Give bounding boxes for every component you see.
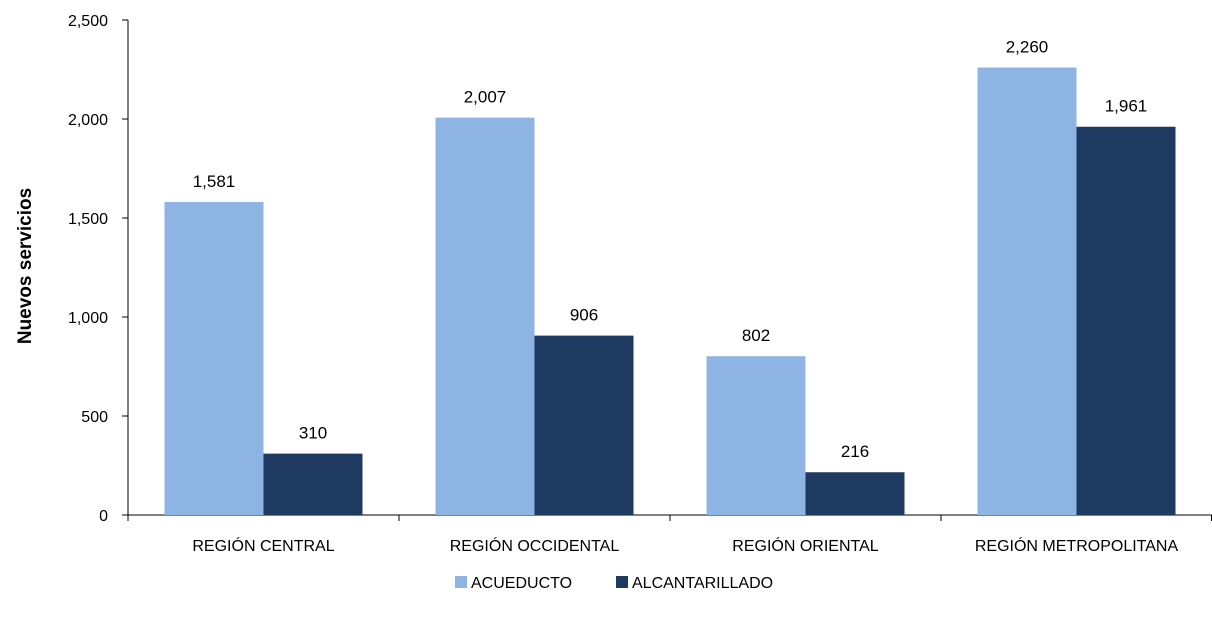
category-label: REGIÓN METROPOLITANA [975, 536, 1179, 555]
data-label: 2,007 [464, 88, 507, 107]
data-labels: 1,581 310 2,007 906 802 216 2,260 1,961 [193, 38, 1148, 462]
legend-label: ACUEDUCTO [471, 575, 572, 592]
legend: ACUEDUCTO ALCANTARILLADO [455, 575, 773, 592]
legend-swatch [616, 576, 628, 588]
y-tick-label: 1,000 [68, 310, 108, 327]
y-tick-label: 2,500 [68, 13, 108, 30]
category-label: REGIÓN ORIENTAL [732, 536, 878, 555]
y-axis-title: Nuevos servicios [15, 188, 36, 344]
y-axis: 0 500 1,000 1,500 2,000 2,500 [68, 13, 129, 525]
bar-acueducto [706, 356, 806, 515]
bar-acueducto [977, 67, 1077, 516]
data-label: 310 [299, 424, 327, 443]
data-label: 1,961 [1105, 97, 1148, 116]
bar-alcantarillado [805, 472, 905, 515]
bar-alcantarillado [534, 335, 634, 515]
category-label: REGIÓN OCCIDENTAL [450, 536, 620, 555]
bar-alcantarillado [1076, 126, 1176, 516]
y-tick-label: 1,500 [68, 211, 108, 228]
data-label: 2,260 [1006, 38, 1049, 57]
data-label: 802 [742, 326, 770, 345]
bars [164, 67, 1176, 516]
bar-acueducto [435, 117, 535, 515]
bar-acueducto [164, 201, 264, 515]
y-tick-label: 0 [99, 508, 108, 525]
data-label: 216 [841, 442, 869, 461]
data-label: 906 [570, 306, 598, 325]
y-tick-label: 500 [81, 409, 108, 426]
category-label: REGIÓN CENTRAL [192, 536, 334, 555]
y-tick-label: 2,000 [68, 112, 108, 129]
data-label: 1,581 [193, 172, 236, 191]
legend-swatch [455, 576, 467, 588]
bar-alcantarillado [263, 453, 363, 515]
x-axis: REGIÓN CENTRAL REGIÓN OCCIDENTAL REGIÓN OR… [127, 514, 1212, 555]
legend-label: ALCANTARILLADO [632, 575, 773, 592]
